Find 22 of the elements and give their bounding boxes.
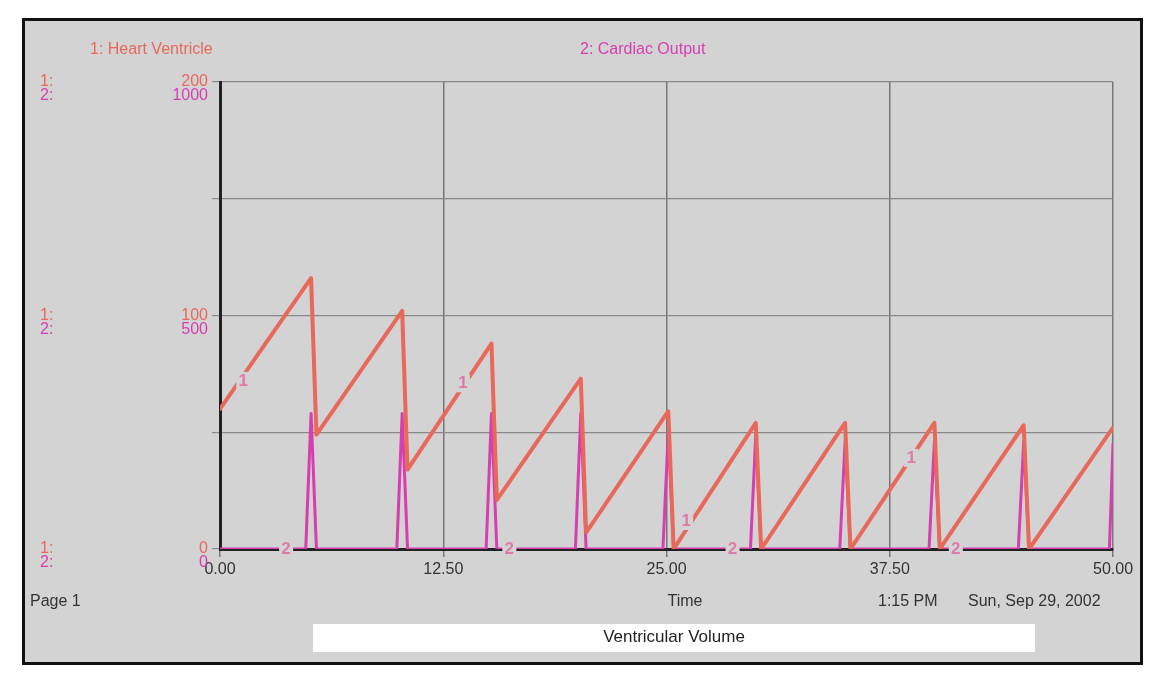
- text: 1: Heart Ventricle: [90, 40, 213, 58]
- annotation: 1: [681, 510, 691, 530]
- text: Sun, Sep 29, 2002: [968, 592, 1101, 610]
- x-tick-label: 50.00: [1092, 560, 1134, 578]
- annotation: 1: [458, 372, 468, 392]
- text: 2: Cardiac Output: [580, 40, 706, 58]
- text: 2:: [40, 553, 54, 571]
- text: Page 1: [30, 592, 81, 610]
- annotation: 2: [951, 538, 961, 558]
- y2-tick-label: 1000: [172, 86, 209, 104]
- text: Ventricular Volume: [313, 624, 1035, 652]
- text: 1:15 PM: [878, 592, 938, 610]
- annotation: 1: [906, 447, 916, 467]
- text: 2:: [40, 86, 54, 104]
- annotation: 2: [281, 538, 291, 558]
- x-axis-title: Time: [666, 592, 704, 610]
- annotation: 2: [727, 538, 738, 558]
- annotation: 1: [238, 370, 248, 390]
- x-tick-label: 12.50: [423, 560, 464, 578]
- x-tick-label: 37.50: [869, 560, 910, 578]
- annotation: 2: [504, 538, 515, 558]
- x-tick-label: 25.00: [646, 560, 687, 578]
